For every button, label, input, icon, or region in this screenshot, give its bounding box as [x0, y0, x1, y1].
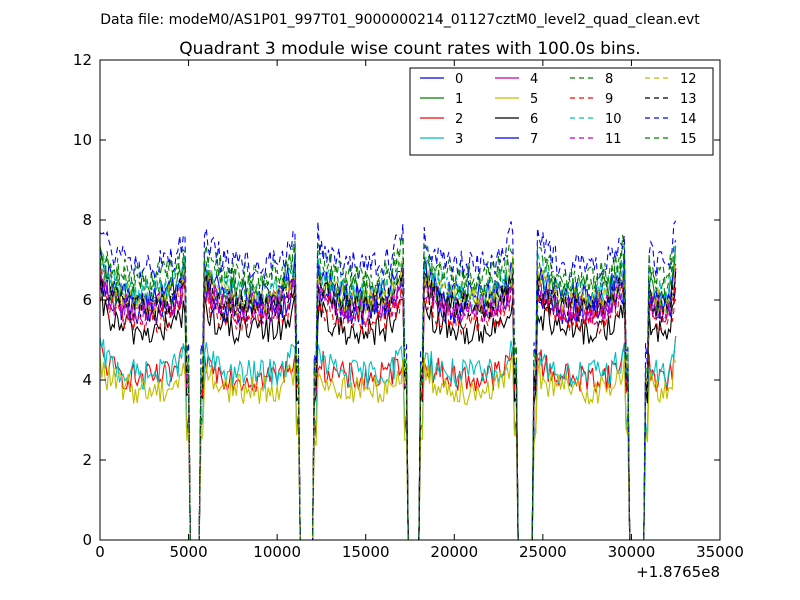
legend-label-13: 13	[680, 92, 697, 107]
legend-label-7: 7	[530, 132, 538, 147]
y-tick-label: 0	[82, 531, 92, 549]
y-tick-label: 6	[82, 291, 92, 309]
legend-label-12: 12	[680, 72, 697, 87]
x-tick-label: 20000	[430, 543, 478, 561]
legend-label-10: 10	[605, 112, 622, 127]
legend-label-14: 14	[680, 112, 697, 127]
x-tick-label: 10000	[253, 543, 301, 561]
legend-label-0: 0	[455, 72, 463, 87]
legend-label-11: 11	[605, 132, 622, 147]
x-tick-label: 25000	[519, 543, 567, 561]
legend-label-2: 2	[455, 112, 463, 127]
y-tick-label: 4	[82, 371, 92, 389]
y-tick-label: 8	[82, 211, 92, 229]
legend-label-3: 3	[455, 132, 463, 147]
legend-label-1: 1	[455, 92, 463, 107]
y-tick-label: 12	[73, 51, 92, 69]
y-tick-label: 10	[73, 131, 92, 149]
x-tick-label: 5000	[169, 543, 207, 561]
legend-label-15: 15	[680, 132, 697, 147]
x-tick-label: 35000	[696, 543, 744, 561]
axes: 0 5000 10000 15000 20000 25000 30000 35000 0 2 4 6 8…	[73, 51, 744, 561]
legend-label-9: 9	[605, 92, 613, 107]
chart-title: Quadrant 3 module wise count rates with …	[179, 39, 640, 59]
legend-label-6: 6	[530, 112, 538, 127]
legend-label-4: 4	[530, 72, 538, 87]
x-tick-label: 30000	[608, 543, 656, 561]
legend-box	[409, 67, 714, 156]
x-tick-label: 15000	[342, 543, 390, 561]
suptitle: Data file: modeM0/AS1P01_997T01_90000002…	[100, 12, 700, 28]
legend-label-5: 5	[530, 92, 538, 107]
x-offset-label: +1.8765e8	[636, 563, 720, 581]
y-tick-label: 2	[82, 451, 92, 469]
x-tick-label: 0	[95, 543, 105, 561]
legend-label-8: 8	[605, 72, 613, 87]
series-line-8	[99, 240, 677, 541]
